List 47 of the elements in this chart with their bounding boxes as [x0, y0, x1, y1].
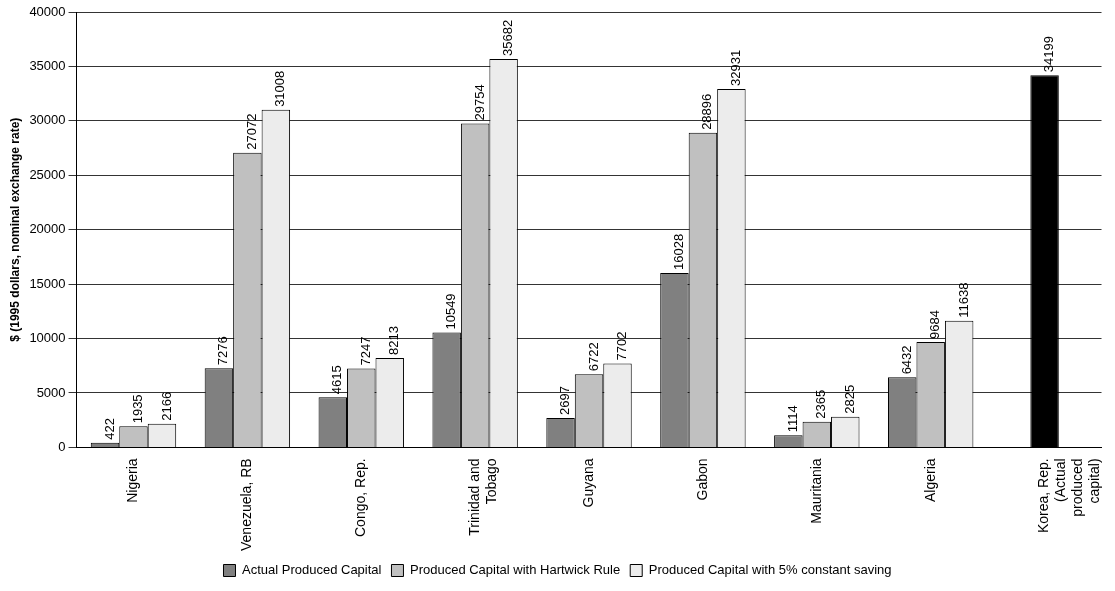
- data-label: 8213: [386, 326, 402, 355]
- y-tick-label: 25000: [29, 166, 66, 182]
- x-tick-label: Mauritania: [807, 458, 824, 524]
- legend-label: Produced Capital with 5% constant saving: [648, 562, 892, 578]
- data-label: 29754: [471, 84, 487, 121]
- x-tick-label: Guyana: [579, 458, 596, 508]
- data-label: 10549: [443, 293, 459, 330]
- data-label: 1114: [784, 405, 800, 433]
- x-tick-label: Venezuela, RB: [238, 458, 255, 551]
- x-tick-label: Korea, Rep. (Actual produced capital): [1035, 458, 1102, 534]
- data-label: 28896: [699, 93, 715, 130]
- data-label: 4615: [329, 365, 345, 395]
- data-label: 32931: [727, 49, 743, 86]
- legend-label: Actual Produced Capital: [241, 562, 382, 578]
- data-label: 6432: [898, 345, 914, 375]
- y-tick-label: 40000: [29, 3, 66, 19]
- data-label: 7702: [614, 331, 630, 361]
- data-label: 2697: [557, 386, 573, 416]
- x-tick-label: Gabon: [693, 458, 710, 501]
- data-label: 7276: [215, 336, 231, 366]
- data-label: 35682: [500, 19, 516, 56]
- y-axis-title: $ (1995 dollars, nominal exchange rate): [7, 117, 22, 342]
- data-label: 7247: [357, 336, 373, 366]
- x-tick-label: Nigeria: [124, 458, 141, 503]
- data-label: 27072: [243, 113, 259, 150]
- x-tick-label: Trinidad and Tobago: [466, 458, 499, 536]
- y-tick-label: 0: [58, 438, 66, 454]
- data-label: 422: [101, 418, 117, 440]
- y-tick-label: 35000: [29, 58, 66, 73]
- y-tick-label: 30000: [29, 112, 66, 128]
- data-label: 2166: [158, 391, 174, 421]
- data-label: 2365: [813, 389, 829, 419]
- data-label: 9684: [927, 310, 943, 339]
- x-tick-label: Congo, Rep.: [352, 458, 369, 537]
- data-label: 16028: [671, 233, 687, 270]
- y-tick-label: 10000: [29, 330, 66, 346]
- data-label: 31008: [272, 70, 288, 107]
- data-label: 1935: [130, 394, 146, 424]
- y-tick-label: 5000: [36, 384, 66, 400]
- data-label: 34199: [1041, 35, 1057, 73]
- data-label: 11638: [955, 282, 971, 318]
- data-label: 2825: [841, 384, 857, 414]
- x-tick-label: Algeria: [921, 458, 938, 502]
- y-tick-label: 15000: [29, 275, 66, 291]
- legend-label: Produced Capital with Hartwick Rule: [409, 562, 621, 578]
- data-label: 6722: [585, 342, 601, 372]
- y-tick-label: 20000: [29, 221, 66, 237]
